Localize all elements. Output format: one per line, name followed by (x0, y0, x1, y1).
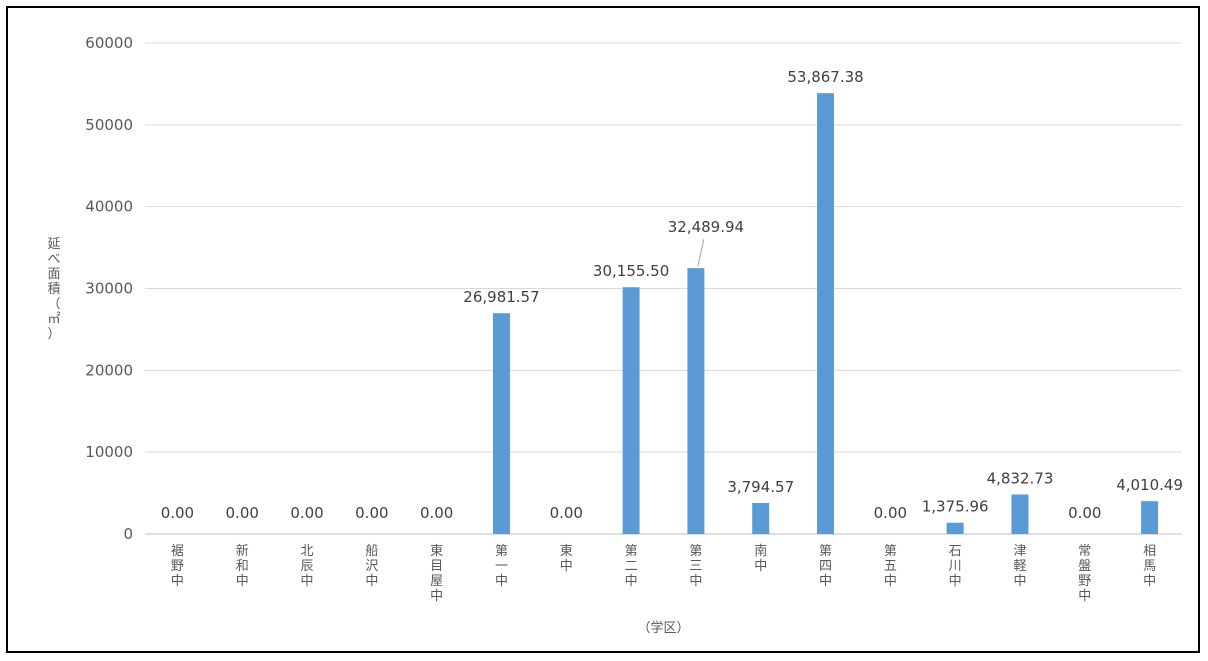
data-label: 1,375.96 (922, 498, 989, 516)
bar (752, 502, 770, 534)
data-label: 4,832.73 (987, 469, 1054, 487)
category-label: 第五中 (884, 544, 897, 589)
bar (946, 522, 964, 534)
data-label: 0.00 (290, 504, 323, 522)
data-label: 0.00 (161, 504, 194, 522)
category-label: 第三中 (689, 544, 702, 589)
category-label: 船沢中 (365, 544, 378, 589)
category-label: 裾野中 (171, 544, 184, 589)
category-label: 常盤野中 (1078, 544, 1091, 604)
category-label: 東中 (560, 543, 573, 574)
data-label: 53,867.38 (787, 68, 863, 86)
y-tick-labels: 0 10000 20000 30000 40000 50000 60000 (85, 34, 133, 543)
chart-frame (6, 6, 1200, 653)
data-label: 0.00 (420, 504, 453, 522)
data-label: 0.00 (874, 504, 907, 522)
category-label: 北辰中 (301, 544, 314, 589)
category-label: 新和中 (236, 543, 249, 589)
category-label: 石川中 (949, 544, 962, 589)
data-labels: 0.00 0.00 0.00 0.00 0.00 26,981.57 0.00 30,155.… (161, 68, 1183, 522)
data-label: 30,155.50 (593, 262, 669, 280)
data-label: 0.00 (355, 504, 388, 522)
y-tick-label: 40000 (85, 198, 133, 216)
bar (817, 93, 835, 534)
x-axis-label: （学区） (637, 620, 689, 636)
y-tick-label: 10000 (85, 443, 133, 461)
category-label: 東目屋中 (430, 543, 443, 604)
y-tick-label: 50000 (85, 116, 133, 134)
y-axis-label: 延べ面積（㎡） (47, 237, 60, 342)
gridlines (145, 42, 1182, 535)
category-label: 南中 (754, 543, 767, 574)
bar (492, 313, 510, 534)
data-label: 0.00 (1068, 504, 1101, 522)
data-label: 0.00 (550, 504, 583, 522)
data-label: 4,010.49 (1116, 476, 1183, 494)
data-label-leader-line (697, 238, 705, 267)
data-label: 3,794.57 (727, 478, 794, 496)
category-label: 第四中 (819, 544, 832, 589)
bar (1011, 494, 1029, 534)
category-label: 第二中 (625, 544, 638, 589)
data-label: 0.00 (226, 504, 259, 522)
data-label: 26,981.57 (463, 288, 539, 306)
bar (622, 287, 640, 534)
y-tick-label: 20000 (85, 361, 133, 379)
category-label: 第一中 (495, 544, 508, 589)
category-label: 津軽中 (1013, 544, 1026, 589)
bar (1141, 501, 1159, 534)
bars (492, 93, 1159, 534)
data-label: 32,489.94 (668, 218, 744, 236)
bar (687, 268, 705, 534)
y-tick-label: 30000 (85, 280, 133, 298)
category-labels: 裾野中 新和中 北辰中 船沢中 東目屋中 第一中 東中 第二中 第三中 南中 第四中 第五中 石川中 津軽… (171, 543, 1156, 604)
category-label: 相馬中 (1143, 544, 1156, 589)
y-tick-label: 0 (123, 525, 133, 543)
y-tick-label: 60000 (85, 34, 133, 52)
